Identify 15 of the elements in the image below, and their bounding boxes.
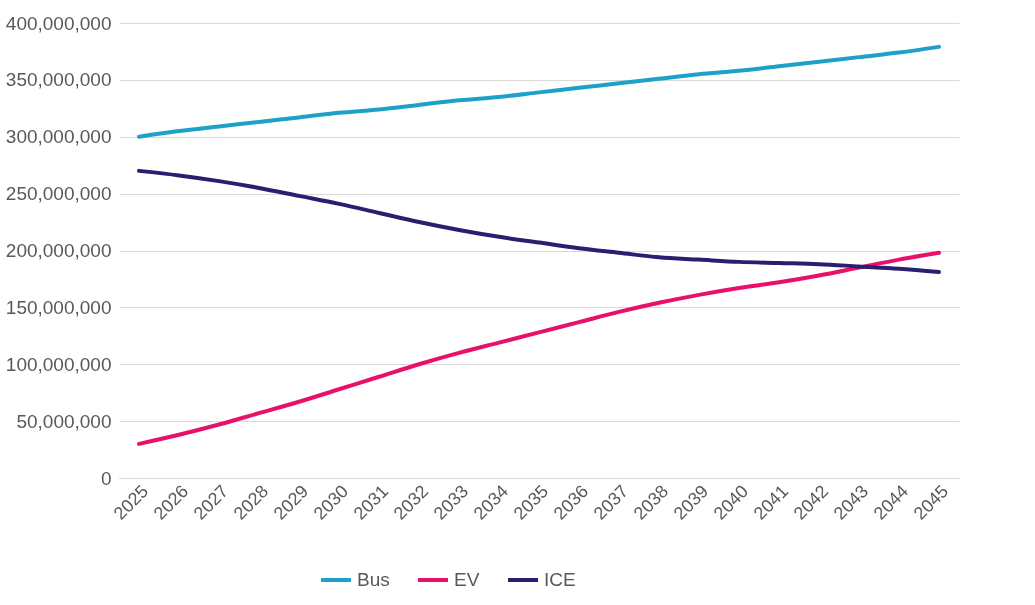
y-tick-label: 200,000,000: [5, 240, 112, 261]
y-tick-label: 250,000,000: [5, 183, 112, 205]
y-tick-label: 150,000,000: [5, 296, 112, 318]
legend-label: Bus: [357, 569, 390, 590]
y-tick-label: 50,000,000: [16, 410, 112, 432]
y-tick-label: 300,000,000: [5, 126, 112, 148]
y-tick-label: 100,000,000: [5, 353, 112, 375]
line-series: [137, 250, 941, 446]
line-series: [137, 168, 941, 275]
legend-label: ICE: [544, 569, 576, 590]
y-tick-label: 0: [100, 467, 112, 489]
legend-label: EV: [454, 569, 480, 590]
y-tick-label: 400,000,000: [5, 12, 112, 34]
line-series: [137, 44, 941, 139]
y-tick-label: 350,000,000: [5, 69, 112, 91]
